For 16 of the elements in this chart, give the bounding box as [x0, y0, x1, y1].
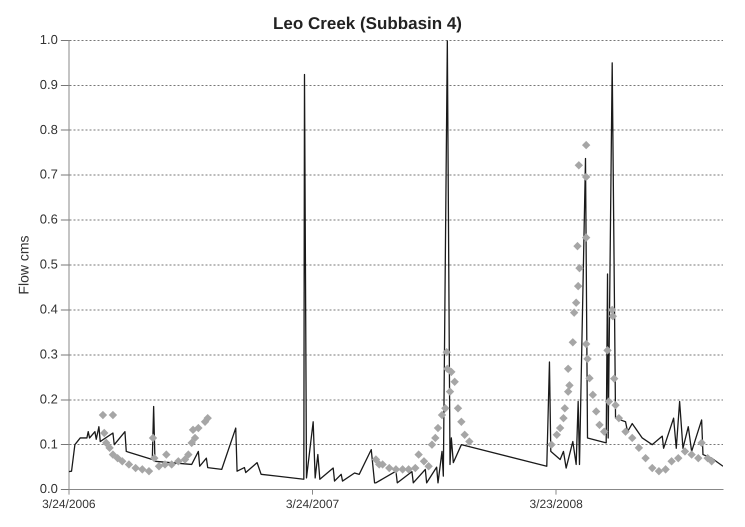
y-tick-label: 0.3 [40, 346, 58, 362]
y-tick-label: 0.8 [40, 122, 58, 137]
x-tick-label: 3/23/2008 [529, 497, 584, 512]
x-tick-label: 3/24/2006 [42, 497, 96, 512]
y-tick-label: 0.1 [40, 436, 58, 452]
y-tick-label: 0.2 [40, 391, 58, 406]
x-tick-label: 3/24/2007 [286, 497, 340, 512]
y-axis-title: Flow cms [15, 235, 32, 295]
y-tick-label: 0.7 [40, 166, 58, 182]
y-tick-label: 1.0 [40, 32, 58, 47]
y-tick-label: 0.4 [40, 302, 58, 316]
y-tick-label: 0.6 [40, 212, 58, 227]
y-tick-label: 0.5 [40, 256, 58, 272]
y-tick-label: 0.0 [40, 481, 58, 496]
chart-title: Leo Creek (Subbasin 4) [273, 14, 462, 33]
y-tick-label: 0.9 [40, 76, 58, 92]
